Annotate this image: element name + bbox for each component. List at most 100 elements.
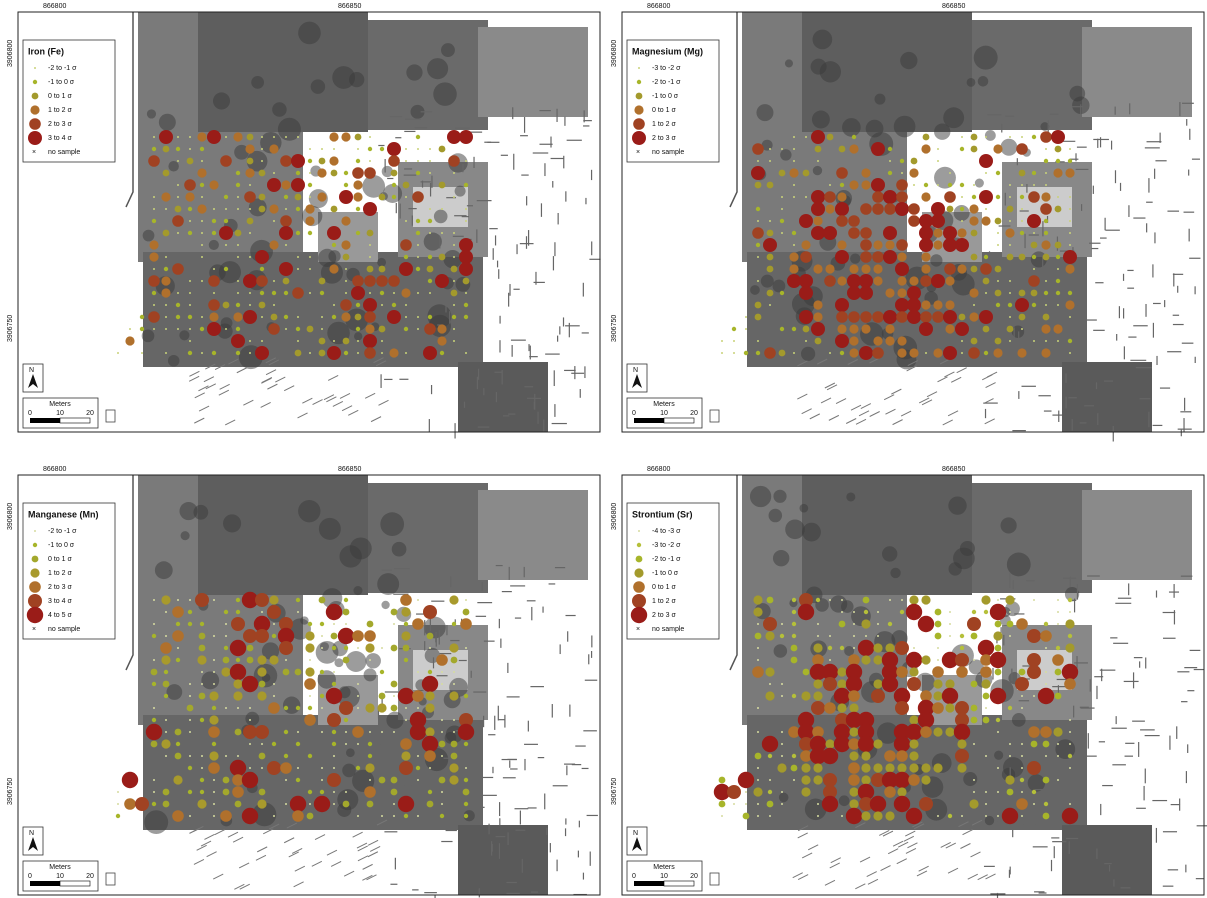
- image-shadow: [346, 748, 355, 757]
- sample-point: [935, 621, 942, 628]
- sample-point: [308, 754, 312, 758]
- sample-point: [901, 172, 903, 174]
- building-wall: [284, 838, 294, 843]
- building-wall: [938, 377, 948, 382]
- sample-point: [271, 314, 278, 321]
- sample-point: [781, 148, 783, 150]
- sample-point: [261, 743, 263, 745]
- sample-point: [871, 142, 885, 156]
- sample-point: [780, 219, 784, 223]
- sample-point: [1065, 300, 1074, 309]
- sample-point: [333, 803, 335, 805]
- sample-point: [255, 250, 269, 264]
- sample-point: [176, 622, 180, 626]
- sample-point: [268, 323, 280, 335]
- sample-point: [308, 183, 312, 187]
- sample-point: [969, 312, 978, 321]
- image-shadow: [773, 280, 786, 293]
- sample-point: [261, 767, 263, 769]
- sample-point: [732, 327, 736, 331]
- sample-point: [897, 336, 906, 345]
- image-tile: [1082, 490, 1192, 580]
- sample-point: [410, 724, 426, 740]
- sample-point: [767, 801, 774, 808]
- sample-point: [997, 815, 999, 817]
- building-wall: [333, 401, 343, 406]
- sample-point: [201, 683, 203, 685]
- sample-point: [872, 251, 884, 263]
- sample-point: [451, 657, 458, 664]
- building-wall: [228, 832, 238, 837]
- sample-point: [329, 156, 338, 165]
- sample-point: [401, 288, 410, 297]
- sample-point: [829, 352, 831, 354]
- sample-point: [1053, 727, 1062, 736]
- sample-point: [405, 316, 407, 318]
- sample-point: [199, 693, 206, 700]
- image-shadow: [774, 644, 788, 658]
- image-shadow: [756, 104, 773, 121]
- sample-point: [399, 262, 413, 276]
- north-label: N: [633, 367, 638, 374]
- sample-point: [219, 226, 233, 240]
- sample-point: [971, 134, 978, 141]
- building-wall: [879, 830, 889, 835]
- sample-point: [269, 204, 278, 213]
- sample-point: [449, 691, 458, 700]
- sample-point: [249, 304, 251, 306]
- sample-point: [743, 813, 750, 820]
- sample-point: [781, 196, 783, 198]
- sample-point: [437, 324, 446, 333]
- sample-point: [356, 207, 360, 211]
- sample-point: [852, 135, 856, 139]
- building-wall: [825, 880, 835, 885]
- sample-point: [379, 777, 386, 784]
- image-shadow: [147, 109, 156, 118]
- sample-point: [243, 274, 257, 288]
- sample-point: [424, 323, 436, 335]
- sample-point: [452, 315, 456, 319]
- image-shadow: [168, 161, 178, 171]
- sample-point: [908, 774, 920, 786]
- sample-point: [343, 609, 350, 616]
- sample-point: [405, 304, 407, 306]
- sample-point: [947, 206, 954, 213]
- sample-point: [837, 667, 846, 676]
- sample-point: [195, 593, 209, 607]
- sample-point: [1055, 146, 1062, 153]
- sample-point: [835, 334, 849, 348]
- sample-point: [321, 148, 323, 150]
- image-shadow: [455, 186, 466, 197]
- sample-point: [405, 719, 407, 721]
- sample-point: [858, 736, 874, 752]
- legend-label: -2 to -1 σ: [48, 528, 77, 535]
- sample-point: [177, 136, 179, 138]
- sample-point: [1069, 803, 1071, 805]
- sample-point: [153, 659, 155, 661]
- sample-point: [1007, 206, 1014, 213]
- sample-point: [305, 216, 314, 225]
- image-shadow: [381, 601, 389, 609]
- image-shadow: [166, 684, 182, 700]
- x-coordinate-label: 866850: [338, 3, 361, 10]
- legend-label: -3 to -2 σ: [652, 542, 681, 549]
- legend-label: -4 to -3 σ: [652, 528, 681, 535]
- sample-point: [909, 168, 918, 177]
- building-wall: [798, 875, 808, 880]
- sample-point: [1019, 669, 1026, 676]
- sample-point: [789, 252, 798, 261]
- sample-point: [449, 775, 458, 784]
- sample-point: [197, 655, 206, 664]
- sample-point: [367, 621, 374, 628]
- sample-point: [333, 767, 335, 769]
- sample-point: [801, 691, 810, 700]
- sample-point: [733, 803, 735, 805]
- building-wall: [957, 368, 967, 373]
- sample-point: [792, 598, 796, 602]
- sample-point: [129, 328, 131, 330]
- sample-point: [176, 147, 180, 151]
- sample-point: [284, 315, 288, 319]
- building-wall: [906, 848, 916, 853]
- sample-point: [948, 814, 952, 818]
- sample-point: [309, 803, 311, 805]
